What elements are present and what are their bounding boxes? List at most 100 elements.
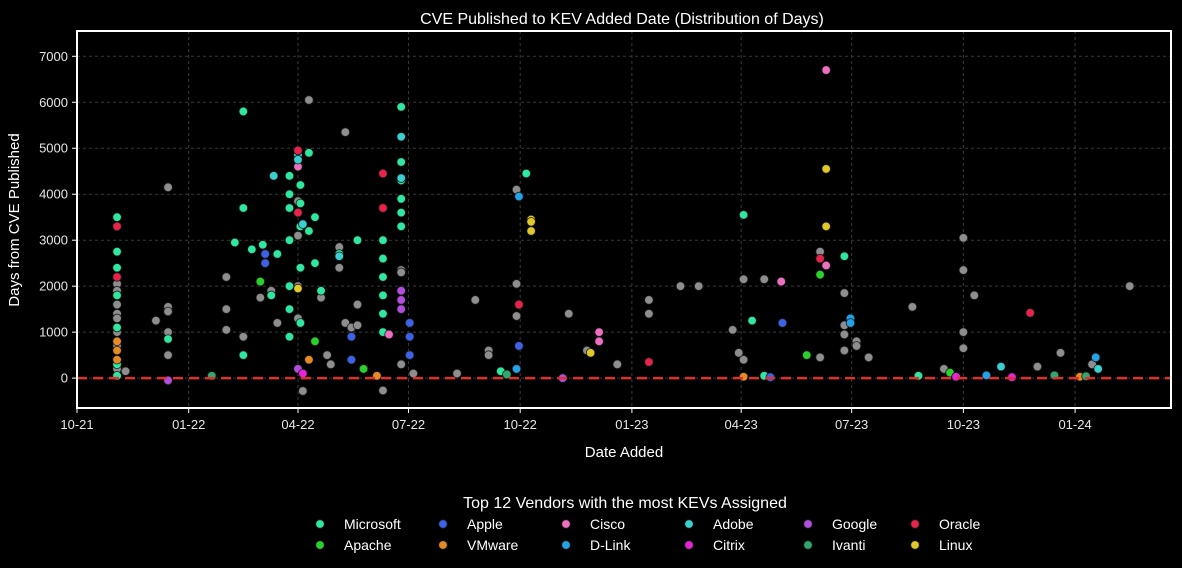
data-point-apache [802, 350, 812, 360]
data-point-microsoft [316, 286, 326, 296]
legend-label-d-link: D-Link [590, 537, 631, 553]
legend-marker-adobe [684, 519, 694, 529]
data-point-other [408, 368, 419, 379]
data-point-microsoft [284, 203, 295, 213]
y-tick-label: 3000 [39, 233, 68, 248]
data-point-microsoft [378, 253, 388, 264]
data-point-citrix [298, 368, 308, 379]
data-point-other [163, 182, 173, 193]
data-point-other [378, 385, 388, 396]
data-point-apple [514, 341, 524, 351]
data-point-other [352, 320, 363, 330]
data-point-d-link [514, 191, 524, 202]
y-tick-label: 5000 [39, 141, 68, 156]
data-point-other [958, 265, 969, 275]
data-point-other [1032, 361, 1043, 372]
legend-label-linux: Linux [939, 537, 972, 553]
data-point-microsoft [352, 235, 363, 245]
data-point-other [304, 95, 314, 105]
data-point-microsoft [378, 272, 388, 282]
data-point-apple [346, 332, 357, 342]
data-point-linux [293, 283, 303, 294]
data-point-other [238, 332, 249, 342]
legend-label-microsoft: Microsoft [344, 516, 401, 532]
data-point-other [470, 295, 480, 305]
data-point-ivanti [502, 369, 512, 380]
data-point-apple [346, 355, 357, 365]
legend-marker-vmware [438, 540, 448, 550]
data-point-microsoft [738, 210, 749, 220]
data-points [112, 65, 1135, 396]
data-point-microsoft [378, 235, 388, 245]
x-axis-ticks: 10-21 01-22 04-22 07-22 10-22 01-23 04-23 07-23… [60, 408, 1092, 432]
data-point-other [958, 233, 969, 243]
data-point-oracle [293, 207, 303, 218]
data-point-other [112, 313, 122, 324]
legend-label-ivanti: Ivanti [832, 537, 865, 553]
data-point-microsoft [295, 180, 306, 190]
data-point-cisco [821, 65, 831, 75]
legend-marker-citrix [684, 540, 694, 550]
data-point-microsoft [396, 157, 406, 167]
data-point-microsoft [284, 281, 295, 291]
data-point-microsoft [304, 148, 314, 158]
data-point-microsoft [304, 226, 314, 236]
data-point-other [298, 386, 308, 396]
data-point-cisco [821, 260, 831, 271]
x-tick-label: 07-22 [392, 417, 425, 432]
data-point-microsoft [284, 189, 295, 199]
data-point-other [958, 343, 969, 353]
data-point-other [839, 288, 850, 298]
y-tick-label: 7000 [39, 49, 68, 64]
data-point-other [675, 281, 686, 291]
x-tick-label: 04-23 [725, 417, 758, 432]
legend-title: Top 12 Vendors with the most KEVs Assign… [463, 495, 787, 512]
data-point-linux [526, 217, 536, 227]
data-point-cisco [594, 336, 604, 347]
data-point-other [851, 341, 862, 351]
data-point-d-link [845, 318, 856, 328]
data-point-other [839, 329, 850, 340]
data-point-cisco [776, 276, 786, 287]
plot-frame [76, 30, 1172, 409]
data-point-microsoft [295, 318, 306, 328]
data-point-other [352, 299, 363, 310]
data-point-microsoft [112, 212, 122, 222]
legend-label-oracle: Oracle [939, 516, 980, 532]
data-point-microsoft [284, 171, 295, 181]
y-tick-label: 4000 [39, 187, 68, 202]
y-tick-label: 6000 [39, 95, 68, 110]
x-tick-label: 01-22 [172, 417, 205, 432]
data-point-adobe [996, 361, 1006, 372]
data-point-microsoft [295, 263, 306, 273]
legend-marker-cisco [561, 519, 571, 529]
y-tick-label: 0 [61, 371, 68, 386]
data-point-linux [526, 226, 536, 236]
data-point-microsoft [396, 221, 406, 232]
data-point-microsoft [310, 212, 320, 222]
data-point-other [958, 327, 969, 337]
legend-label-cisco: Cisco [590, 516, 625, 532]
data-point-other [272, 318, 283, 328]
data-point-apache [815, 269, 825, 280]
legend-marker-google [803, 519, 813, 529]
data-point-vmware [112, 355, 122, 365]
data-point-other [693, 281, 704, 291]
data-point-other [738, 355, 749, 365]
data-point-other [452, 368, 462, 379]
data-point-apple [260, 258, 270, 268]
legend-label-google: Google [832, 516, 877, 532]
legend-label-adobe: Adobe [713, 516, 754, 532]
data-point-other [334, 263, 344, 273]
y-axis-label: Days from CVE Published [6, 133, 23, 306]
data-point-other [969, 290, 979, 301]
legend-label-apple: Apple [467, 516, 503, 532]
data-point-apple [777, 318, 788, 328]
data-point-other [644, 295, 654, 305]
data-point-microsoft [747, 315, 757, 326]
data-point-apple [404, 318, 415, 328]
data-point-microsoft [839, 251, 850, 261]
x-tick-label: 10-21 [60, 417, 93, 432]
data-point-other [293, 230, 303, 241]
data-point-adobe [293, 155, 303, 165]
